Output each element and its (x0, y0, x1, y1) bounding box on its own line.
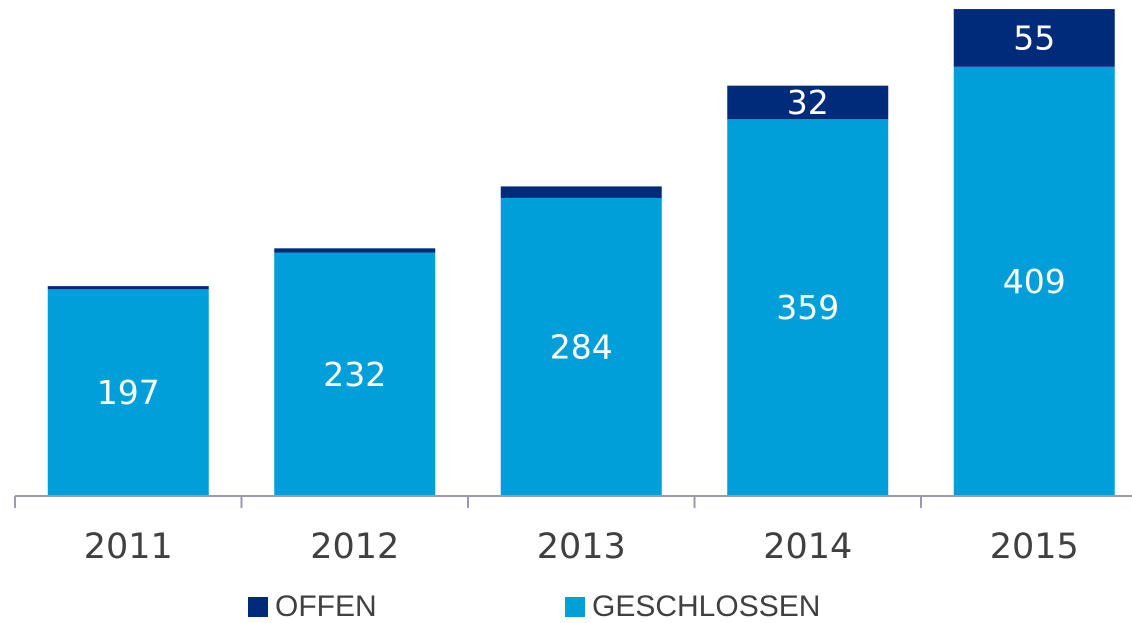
data-label: 197 (97, 373, 160, 412)
bar-segment (274, 248, 436, 253)
x-tick-label: 2011 (84, 527, 173, 567)
bar-segment (274, 252, 436, 496)
bar-segment (500, 197, 662, 496)
data-label: 284 (550, 327, 613, 366)
bar-segment (953, 66, 1115, 496)
bar-segment (47, 286, 209, 290)
x-tick-label: 2014 (763, 527, 852, 567)
legend-label: GESCHLOSSEN (592, 590, 820, 623)
legend-label: OFFEN (275, 590, 377, 623)
legend-swatch (248, 597, 268, 617)
x-tick-label: 2012 (310, 527, 399, 567)
x-tick-label: 2015 (990, 527, 1079, 567)
data-label: 409 (1003, 262, 1066, 301)
bar-segment (953, 9, 1115, 67)
x-tick-label: 2013 (537, 527, 626, 567)
legend-swatch (565, 597, 585, 617)
data-label: 32 (787, 83, 829, 122)
bar-segment (47, 289, 209, 496)
data-label: 232 (323, 355, 386, 394)
bar-segment (500, 186, 662, 198)
data-label: 359 (776, 288, 839, 327)
bar-segment (727, 119, 889, 496)
data-label: 55 (1013, 18, 1055, 57)
bar-segment (727, 85, 889, 120)
